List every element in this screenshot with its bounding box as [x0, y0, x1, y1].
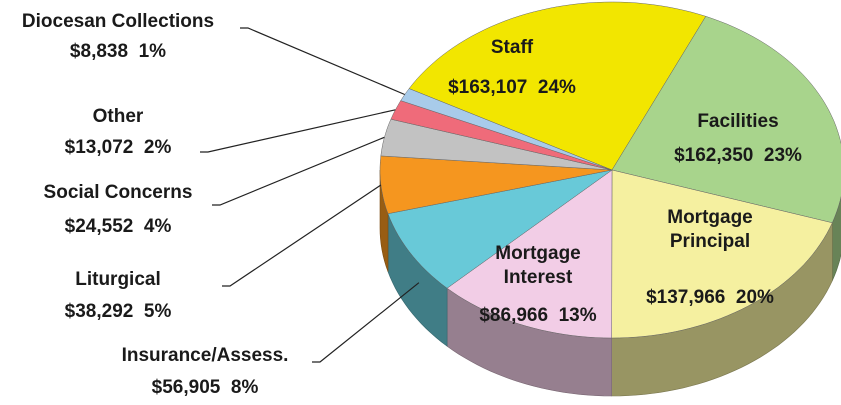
slice-name: Staff — [490, 37, 534, 58]
leader-line — [312, 282, 420, 363]
slice-name: Liturgical — [75, 269, 161, 290]
slice — [387, 169, 613, 289]
slice-name: Social Concerns — [43, 182, 193, 203]
slice — [400, 88, 613, 171]
slice-value: $13,072 2% — [64, 137, 172, 158]
slice-value: $38,292 5% — [64, 301, 172, 322]
slice-value: $86,966 13% — [479, 305, 597, 326]
slice — [446, 169, 613, 339]
slice — [380, 118, 613, 171]
slice-name: Facilities — [697, 111, 779, 132]
slice-value: $8,838 1% — [69, 41, 167, 62]
leader-line — [212, 136, 385, 206]
slice-name: Mortgage Interest — [495, 243, 581, 288]
slice-name: Insurance/Assess. — [121, 345, 289, 366]
leader-line — [200, 109, 396, 153]
leader-line — [240, 27, 405, 96]
slice — [611, 15, 841, 224]
slice-value: $24,552 4% — [64, 216, 172, 237]
slice-name: Mortgage Principal — [667, 207, 753, 252]
slice — [408, 1, 707, 171]
slice — [611, 169, 833, 339]
slice-name: Other — [92, 106, 144, 127]
slice-value: $137,966 20% — [646, 287, 774, 308]
slice-value: $56,905 8% — [151, 377, 259, 398]
slice-value: $162,350 23% — [674, 145, 802, 166]
leader-line — [222, 184, 382, 287]
slice-value: $163,107 24% — [448, 77, 576, 98]
slice-name: Diocesan Collections — [21, 11, 215, 32]
